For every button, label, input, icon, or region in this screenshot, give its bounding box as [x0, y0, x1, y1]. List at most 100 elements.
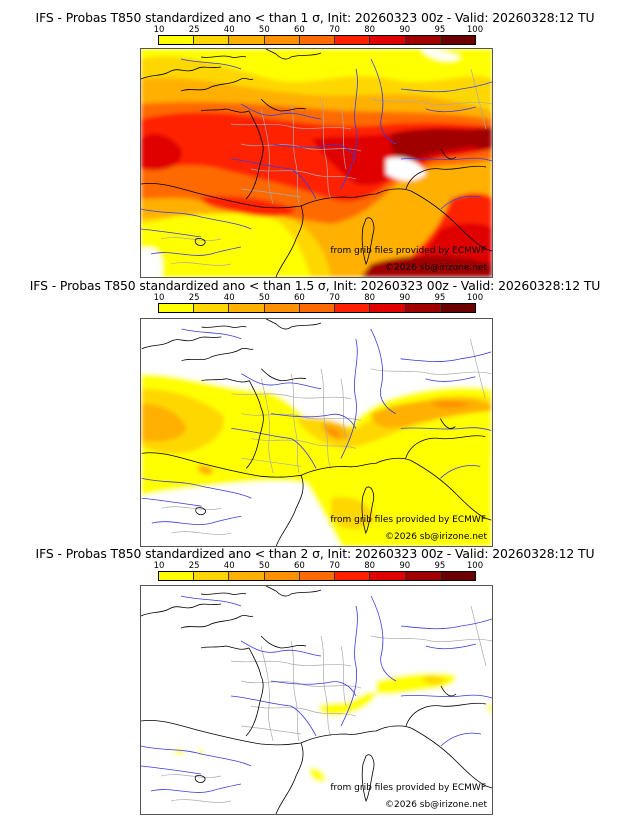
- colorbar-ticks: 10 25 40 50 60 70 80 90 95 100: [154, 25, 484, 35]
- river-line: [150, 783, 242, 793]
- colorbar-tick-label: 50: [258, 25, 270, 35]
- river-line: [141, 497, 202, 507]
- colorbar-tick-label: 10: [153, 293, 165, 303]
- coastline: [440, 418, 456, 429]
- river-line: [230, 695, 292, 707]
- colorbar-tick-label: 70: [329, 25, 340, 35]
- colorbar-swatch: [440, 304, 475, 312]
- coastline: [405, 165, 487, 190]
- river-line: [181, 328, 242, 340]
- admin-boundaries: [160, 605, 492, 803]
- river-line: [370, 595, 397, 682]
- colorbar-tick-label: 90: [399, 561, 411, 571]
- coastline: [300, 457, 411, 476]
- colorbar: [158, 303, 476, 313]
- map-title: IFS - Probas T850 standardized ano < tha…: [35, 10, 595, 25]
- coastline: [200, 592, 247, 595]
- river-line: [241, 373, 322, 390]
- colorbar-tick-label: 95: [434, 561, 446, 571]
- coastline: [195, 507, 207, 516]
- boundary-line: [260, 645, 274, 742]
- river-line: [400, 81, 492, 93]
- colorbar-swatch: [370, 304, 406, 312]
- river-line: [240, 640, 322, 657]
- coastline: [361, 217, 375, 265]
- boundary-line: [320, 98, 332, 200]
- colorbar-tick-label: 95: [434, 293, 446, 303]
- probability-contour: [486, 704, 492, 716]
- coastline: [260, 635, 307, 649]
- colorbar-swatch: [370, 36, 406, 44]
- river-line: [400, 618, 492, 630]
- coastline: [266, 319, 322, 330]
- boundary-line: [370, 368, 492, 375]
- boundary-line: [290, 640, 300, 742]
- probability-map-1sigma: from grib files provided by ECMWF ©2026 …: [140, 48, 493, 278]
- credit-copyright: ©2026 sb@irizone.net: [385, 800, 487, 810]
- river-line: [425, 376, 476, 382]
- river-line: [290, 168, 317, 200]
- probability-map-2sigma: from grib files provided by ECMWF ©2026 …: [140, 585, 493, 815]
- probability-contour: [325, 428, 341, 438]
- probability-field: [141, 319, 492, 546]
- colorbar-swatch: [370, 572, 406, 580]
- river-line: [400, 427, 492, 431]
- colorbar-swatch: [194, 304, 230, 312]
- coastline: [440, 148, 457, 160]
- boundary-line: [160, 774, 222, 778]
- river-line: [370, 58, 397, 145]
- coastline: [141, 66, 222, 80]
- coastline: [260, 368, 307, 382]
- probability-contour: [141, 133, 182, 171]
- river-line: [271, 413, 357, 429]
- probability-contour: [471, 127, 492, 149]
- colorbar-swatch: [229, 36, 265, 44]
- coastline: [275, 475, 304, 546]
- colorbar-tick-label: 90: [399, 293, 411, 303]
- map-title: IFS - Probas T850 standardized ano < tha…: [35, 546, 595, 561]
- boundary-line: [160, 237, 222, 241]
- colorbar-tick-label: 70: [329, 561, 340, 571]
- coastline: [141, 182, 302, 209]
- coastlines: [141, 49, 492, 277]
- colorbar-swatch: [335, 304, 371, 312]
- probability-contour: [196, 465, 213, 475]
- coastline: [361, 486, 375, 535]
- rivers: [141, 328, 492, 525]
- colorbar-swatch: [229, 572, 265, 580]
- river-line: [440, 732, 482, 747]
- coastlines: [141, 319, 492, 546]
- coastline: [440, 685, 457, 697]
- coastline: [180, 615, 254, 629]
- boundary-line: [370, 635, 492, 643]
- coastline: [201, 325, 247, 328]
- coastline: [141, 336, 222, 350]
- colorbar-tick-label: 10: [153, 561, 165, 571]
- river-line: [340, 338, 358, 459]
- credit-source: from grib files provided by ECMWF: [330, 515, 486, 525]
- probability-contour: [390, 129, 492, 162]
- colorbar-ticks: 10 25 40 50 60 70 80 90 95 100: [154, 561, 484, 571]
- river-line: [290, 438, 317, 469]
- river-line: [141, 745, 252, 767]
- boundary-line: [340, 108, 347, 170]
- credit-source: from grib files provided by ECMWF: [330, 246, 486, 256]
- probability-contour: [430, 400, 471, 409]
- colorbar-tick-label: 90: [399, 25, 411, 35]
- river-line: [340, 605, 358, 727]
- colorbar-ticks: 10 25 40 50 60 70 80 90 95 100: [154, 293, 484, 303]
- probability-contour: [319, 691, 376, 716]
- boundary-line: [320, 635, 332, 737]
- credit-copyright: ©2026 sb@irizone.net: [385, 263, 487, 273]
- coastline: [194, 775, 206, 783]
- colorbar-tick-label: 100: [466, 293, 484, 303]
- boundary-line: [340, 645, 347, 707]
- river-line: [151, 515, 242, 525]
- river-line: [150, 246, 242, 256]
- coastline: [200, 645, 264, 737]
- boundary-line: [171, 531, 232, 535]
- river-line: [230, 158, 292, 170]
- boundary-line: [370, 98, 492, 106]
- river-line: [141, 765, 202, 775]
- colorbar-tick-label: 100: [466, 25, 484, 35]
